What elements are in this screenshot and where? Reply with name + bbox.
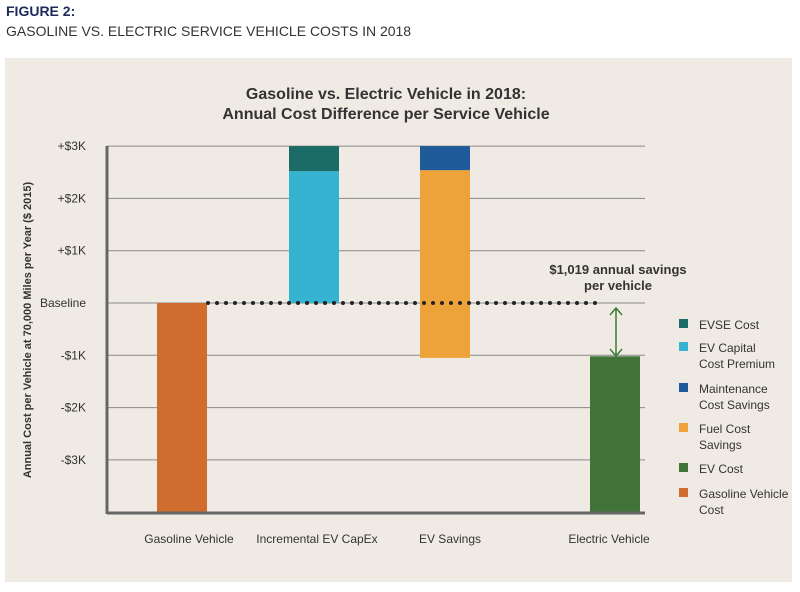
- y-tick-label: +$3K: [58, 139, 86, 153]
- y-tick-label: +$2K: [58, 191, 86, 205]
- y-tick-label: -$3K: [61, 453, 86, 467]
- x-category-label: Gasoline Vehicle: [144, 532, 234, 546]
- bar-segment: [157, 303, 207, 513]
- legend-swatch: [679, 488, 688, 497]
- savings-annotation: $1,019 annual savings: [549, 262, 686, 277]
- legend-label: Fuel Cost: [699, 422, 751, 436]
- savings-annotation: per vehicle: [584, 278, 652, 293]
- legend-swatch: [679, 463, 688, 472]
- legend-label: Cost Savings: [699, 398, 770, 412]
- y-tick-label: -$2K: [61, 401, 86, 415]
- bar-segment: [289, 171, 339, 303]
- y-tick-label: +$1K: [58, 244, 86, 258]
- chart-title: Annual Cost Difference per Service Vehic…: [222, 106, 549, 123]
- x-category-label: Electric Vehicle: [568, 532, 650, 546]
- legend-label: Savings: [699, 438, 742, 452]
- legend-swatch: [679, 423, 688, 432]
- legend-label: Cost Premium: [699, 357, 775, 371]
- legend-label: Gasoline Vehicle: [699, 487, 789, 501]
- legend-label: EV Capital: [699, 341, 756, 355]
- chart-panel: [5, 58, 792, 582]
- bar-segment: [590, 356, 640, 513]
- y-tick-label: Baseline: [40, 296, 86, 310]
- legend-label: EV Cost: [699, 462, 744, 476]
- bar-segment: [420, 170, 470, 358]
- arrow-heads: [609, 306, 623, 358]
- x-category-label: Incremental EV CapEx: [256, 532, 377, 546]
- y-tick-label: -$1K: [61, 348, 86, 362]
- figure-label: FIGURE 2:: [6, 3, 76, 19]
- legend-swatch: [679, 383, 688, 392]
- legend-label: EVSE Cost: [699, 318, 760, 332]
- legend-swatch: [679, 319, 688, 328]
- legend-label: Maintenance: [699, 382, 768, 396]
- y-axis-label: Annual Cost per Vehicle at 70,000 Miles …: [22, 182, 34, 479]
- bar-segment: [420, 146, 470, 171]
- figure-caption: GASOLINE VS. ELECTRIC SERVICE VEHICLE CO…: [6, 23, 412, 39]
- legend-swatch: [679, 342, 688, 351]
- x-category-label: EV Savings: [419, 532, 481, 546]
- bar-segment: [289, 146, 339, 172]
- legend-label: Cost: [699, 503, 724, 517]
- chart-title: Gasoline vs. Electric Vehicle in 2018:: [246, 86, 526, 103]
